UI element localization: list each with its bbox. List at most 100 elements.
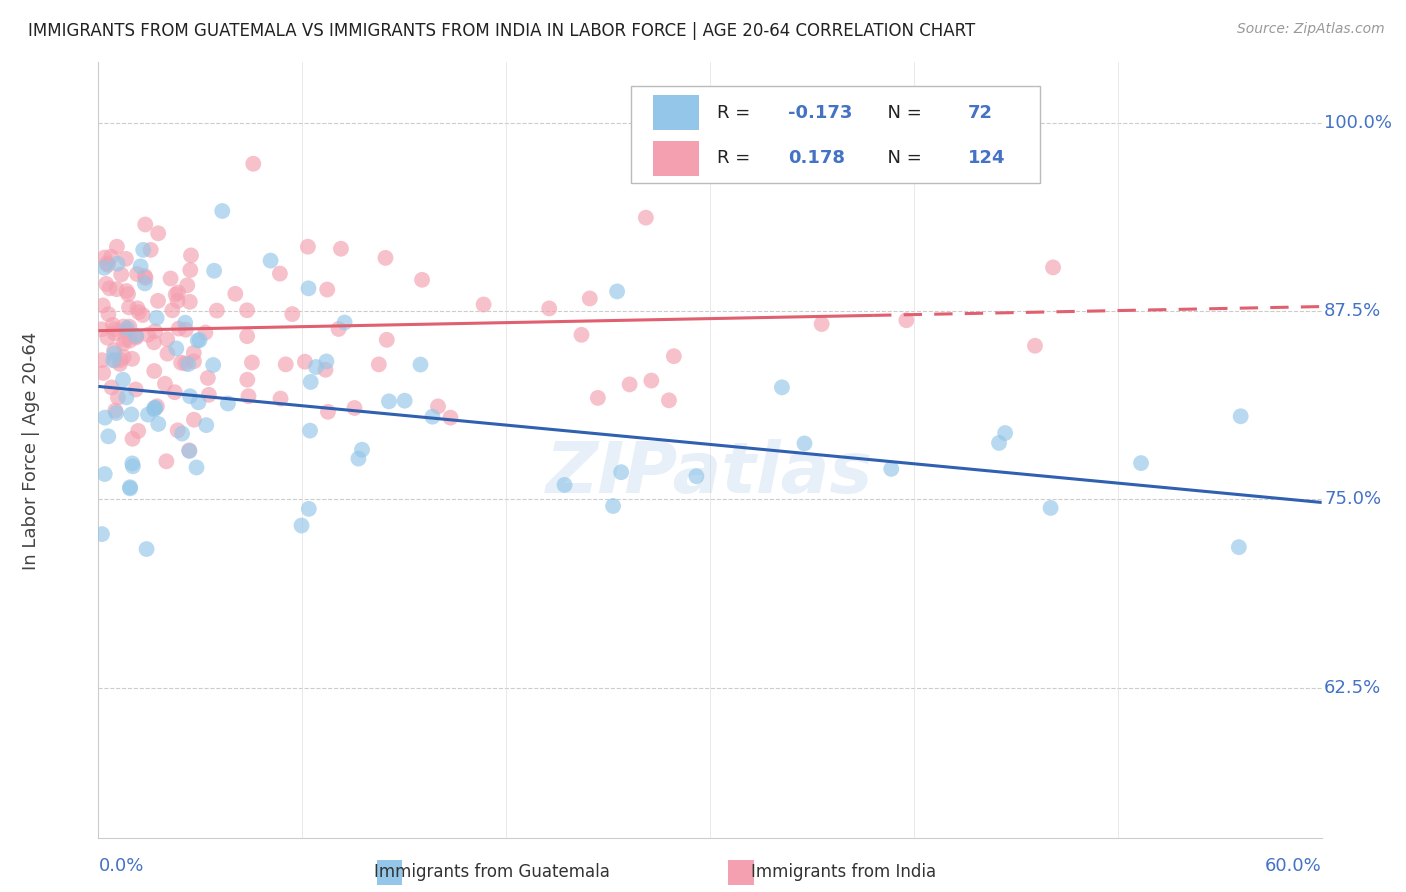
Point <box>299 375 322 389</box>
Point <box>125 383 148 397</box>
Point <box>143 402 166 417</box>
Point <box>315 354 337 368</box>
Point <box>172 426 194 441</box>
Point <box>183 413 205 427</box>
Text: ZIPatlas: ZIPatlas <box>547 439 873 508</box>
Text: Source: ZipAtlas.com: Source: ZipAtlas.com <box>1237 22 1385 37</box>
Point <box>297 240 319 254</box>
Point <box>139 243 162 257</box>
Point <box>578 292 600 306</box>
Point <box>100 380 122 394</box>
Point <box>146 399 169 413</box>
Point <box>122 459 145 474</box>
Point <box>236 329 259 343</box>
Point <box>422 409 444 424</box>
Point <box>194 326 217 340</box>
Bar <box>652 95 699 130</box>
Point <box>134 277 156 291</box>
Point <box>115 390 138 404</box>
Point <box>793 436 815 450</box>
Point <box>179 444 201 458</box>
Point <box>174 316 197 330</box>
Point <box>810 317 832 331</box>
Point <box>174 356 197 370</box>
Point <box>101 318 124 332</box>
Point <box>127 267 149 281</box>
Point <box>94 277 117 291</box>
Point <box>127 301 149 316</box>
Text: 0.0%: 0.0% <box>98 856 143 874</box>
Point <box>156 332 179 346</box>
Point <box>316 405 339 419</box>
Point <box>131 308 153 322</box>
Point <box>298 424 321 438</box>
Point <box>103 346 125 360</box>
Point <box>115 252 138 266</box>
Point <box>347 451 370 466</box>
Point <box>118 301 141 315</box>
Point <box>93 467 115 481</box>
Point <box>179 443 201 458</box>
Point <box>120 408 142 422</box>
Point <box>159 271 181 285</box>
Point <box>606 285 628 299</box>
Point <box>174 323 197 337</box>
Point <box>896 313 918 327</box>
Point <box>367 358 389 372</box>
Point <box>662 349 685 363</box>
Point <box>1042 260 1064 275</box>
Point <box>100 250 122 264</box>
Point <box>93 251 115 265</box>
Point <box>988 436 1011 450</box>
Point <box>110 353 132 368</box>
Point <box>118 480 141 494</box>
Point <box>121 351 143 366</box>
Point <box>121 457 143 471</box>
Text: N =: N = <box>876 103 928 122</box>
Point <box>640 374 662 388</box>
Text: Immigrants from Guatemala: Immigrants from Guatemala <box>374 863 610 881</box>
Point <box>1229 409 1251 424</box>
Point <box>121 432 143 446</box>
Point <box>427 400 450 414</box>
Text: 87.5%: 87.5% <box>1324 302 1381 320</box>
Point <box>110 268 132 282</box>
Point <box>186 460 208 475</box>
Point <box>554 478 576 492</box>
Point <box>104 353 127 368</box>
Point <box>91 353 114 368</box>
Point <box>104 322 127 336</box>
Point <box>105 282 128 296</box>
Point <box>180 248 202 262</box>
Point <box>187 334 209 348</box>
Text: R =: R = <box>717 150 762 168</box>
Text: IMMIGRANTS FROM GUATEMALA VS IMMIGRANTS FROM INDIA IN LABOR FORCE | AGE 20-64 CO: IMMIGRANTS FROM GUATEMALA VS IMMIGRANTS … <box>28 22 976 40</box>
Point <box>274 357 297 371</box>
Point <box>129 260 152 274</box>
Point <box>146 293 169 308</box>
Point <box>281 307 304 321</box>
Point <box>105 406 128 420</box>
Point <box>685 469 707 483</box>
Point <box>94 410 117 425</box>
Point <box>112 336 135 351</box>
Text: 72: 72 <box>969 103 993 122</box>
Point <box>125 329 148 343</box>
FancyBboxPatch shape <box>630 86 1040 183</box>
Point <box>135 271 157 285</box>
Point <box>136 327 159 342</box>
Point <box>163 385 186 400</box>
Point <box>97 258 120 272</box>
Bar <box>652 141 699 176</box>
Point <box>290 518 312 533</box>
Point <box>314 363 336 377</box>
Text: 62.5%: 62.5% <box>1324 679 1381 697</box>
Text: -0.173: -0.173 <box>789 103 852 122</box>
Point <box>127 424 149 438</box>
Point <box>148 227 170 241</box>
Point <box>105 240 128 254</box>
Point <box>103 343 125 358</box>
Text: 0.178: 0.178 <box>789 150 845 168</box>
Text: 60.0%: 60.0% <box>1265 856 1322 874</box>
Text: Immigrants from India: Immigrants from India <box>751 863 936 881</box>
